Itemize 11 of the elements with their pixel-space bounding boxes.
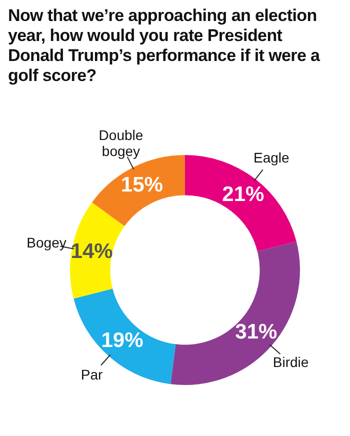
data-label: 19%	[101, 328, 144, 352]
data-label: 14%	[70, 240, 114, 264]
data-label: 15%	[120, 173, 164, 196]
chart-title: Now that we’re approaching an election year, how would you rate President Donald Trump’s performance if it were a golf score?	[8, 6, 321, 86]
data-label: 31%	[235, 320, 278, 344]
data-label: 21%	[222, 182, 264, 206]
slice-label: Double bogey	[98, 127, 144, 160]
slice-label: Eagle	[254, 149, 290, 166]
slice-label: Bogey	[26, 234, 66, 250]
slice-label: Par	[80, 366, 103, 383]
slice-label: Birdie	[272, 354, 309, 370]
